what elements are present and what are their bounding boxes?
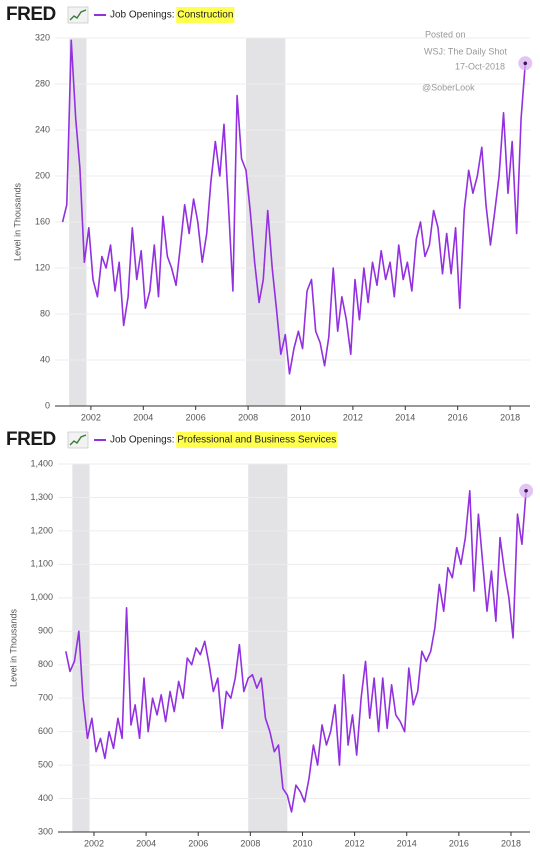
y-tick-label: 0 <box>45 400 50 410</box>
y-tick-label: 1,100 <box>30 559 53 569</box>
y-tick-label: 40 <box>40 354 50 364</box>
y-tick-label: 500 <box>38 759 53 769</box>
x-tick-label: 2018 <box>501 838 521 848</box>
legend-highlight <box>176 7 235 23</box>
y-tick-label: 800 <box>38 659 53 669</box>
y-tick-label: 120 <box>35 262 50 272</box>
x-tick-label: 2010 <box>290 412 310 422</box>
y-tick-label: 1,200 <box>30 525 53 535</box>
x-tick-label: 2016 <box>449 838 469 848</box>
y-axis-label: Level in Thousands <box>12 183 22 261</box>
last-point <box>523 61 528 66</box>
y-tick-label: 80 <box>40 308 50 318</box>
legend-entry: Job Openings: Professional and Business … <box>110 432 338 448</box>
legend-label: Job Openings: Construction <box>110 10 233 21</box>
y-tick-label: 160 <box>35 216 50 226</box>
x-tick-label: 2002 <box>81 412 101 422</box>
legend-entry: Job Openings: Construction <box>110 7 235 23</box>
y-tick-label: 1,300 <box>30 492 53 502</box>
x-tick-label: 2012 <box>345 838 365 848</box>
logo-icon-line <box>69 9 87 21</box>
logo-icon <box>67 431 89 449</box>
x-tick-label: 2012 <box>343 412 363 422</box>
x-tick-label: 2008 <box>240 838 260 848</box>
data-line <box>65 489 527 813</box>
y-tick-label: 300 <box>38 826 53 836</box>
y-tick-label: 1,000 <box>30 592 53 602</box>
data-line <box>61 39 527 375</box>
y-axis-label: Level in Thousands <box>8 609 18 687</box>
annotation: WSJ: The Daily Shot <box>424 46 507 56</box>
last-point <box>524 488 528 493</box>
y-tick-label: 600 <box>38 726 53 736</box>
y-tick-label: 1,400 <box>30 458 53 468</box>
y-tick-label: 900 <box>38 626 53 636</box>
annotation: 17-Oct-2018 <box>455 61 505 71</box>
y-tick-label: 400 <box>38 793 53 803</box>
y-tick-label: 700 <box>38 693 53 703</box>
y-tick-label: 280 <box>35 78 50 88</box>
fred-logo: FRED <box>6 429 56 450</box>
legend-highlight <box>176 432 338 448</box>
x-tick-label: 2018 <box>500 412 520 422</box>
x-tick-label: 2004 <box>136 838 156 848</box>
x-tick-label: 2014 <box>397 838 417 848</box>
y-tick-label: 200 <box>35 170 50 180</box>
y-tick-label: 320 <box>35 32 50 42</box>
logo-icon <box>67 6 89 24</box>
x-tick-label: 2016 <box>448 412 468 422</box>
x-tick-label: 2010 <box>292 838 312 848</box>
x-tick-label: 2002 <box>84 838 104 848</box>
recession-shade <box>72 464 90 832</box>
x-tick-label: 2004 <box>133 412 153 422</box>
x-tick-label: 2006 <box>188 838 208 848</box>
annotation: Posted on <box>425 29 466 39</box>
x-tick-label: 2014 <box>395 412 415 422</box>
legend-label: Job Openings: Professional and Business … <box>110 435 336 446</box>
logo-icon-line <box>69 434 87 446</box>
x-tick-label: 2008 <box>238 412 258 422</box>
fred-logo: FRED <box>6 4 56 25</box>
x-tick-label: 2006 <box>186 412 206 422</box>
y-tick-label: 240 <box>35 124 50 134</box>
annotation: @SoberLook <box>422 82 475 92</box>
